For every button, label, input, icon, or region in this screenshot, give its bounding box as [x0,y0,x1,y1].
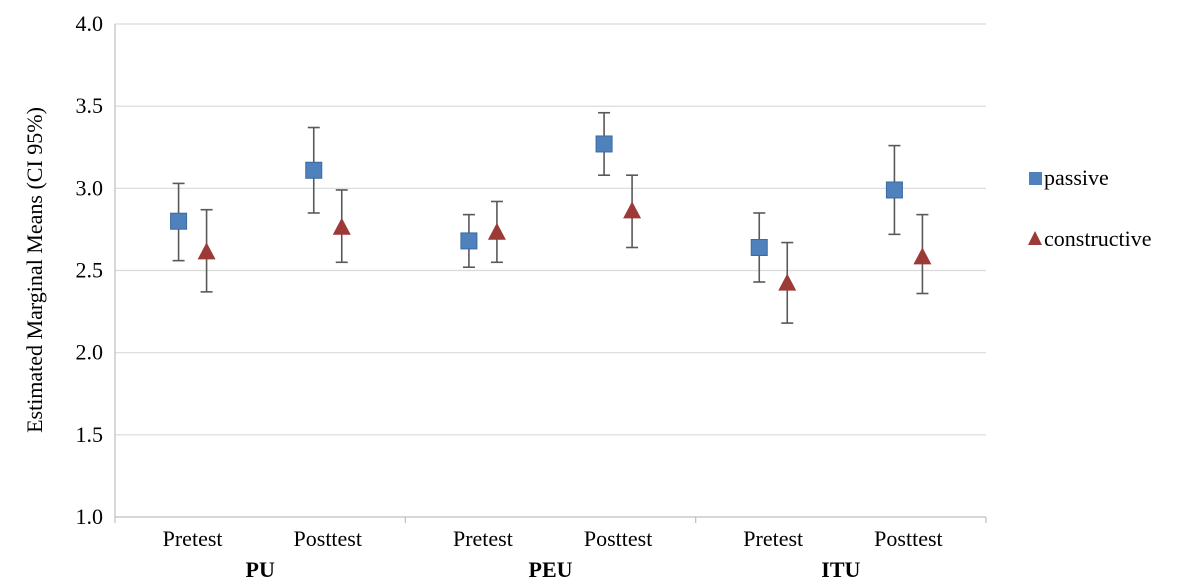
legend-item-passive: passive [1029,165,1109,190]
data-point-passive [460,232,478,250]
y-tick-label: 1.0 [76,504,104,529]
y-tick-label: 2.5 [76,258,104,283]
legend-label: constructive [1044,226,1152,251]
group-label: ITU [821,557,860,582]
y-tick-label: 3.5 [76,93,104,118]
data-point-passive [305,161,323,179]
data-point-constructive [487,222,506,240]
legend-item-constructive: constructive [1028,226,1152,251]
data-point-constructive [197,242,216,260]
series-passive [170,111,903,283]
legend: passive constructive [1028,165,1152,251]
group-label: PEU [529,557,573,582]
data-point-constructive [623,201,642,219]
x-tick-label: Posttest [294,526,362,551]
data-marks [170,111,932,324]
axes [114,24,987,523]
x-tick-label: Posttest [874,526,942,551]
x-tick-label: Pretest [453,526,513,551]
data-point-constructive [332,217,351,235]
x-tick-label: Posttest [584,526,652,551]
x-tick-label: Pretest [163,526,223,551]
legend-label: passive [1044,165,1109,190]
data-point-passive [595,135,613,153]
data-point-constructive [913,247,932,265]
series-constructive [197,174,932,324]
legend-marker [1028,231,1042,245]
y-tick-label: 3.0 [76,175,104,200]
group-label: PU [246,557,275,582]
data-point-passive [170,212,188,230]
y-tick-labels: 1.0 1.5 2.0 2.5 3.0 3.5 4.0 [76,11,104,529]
data-point-constructive [778,273,797,291]
y-tick-label: 2.0 [76,340,104,365]
x-tick-label: Pretest [743,526,803,551]
x-tick-labels: Pretest Posttest PU Pretest Posttest PEU Prete… [163,526,943,582]
y-axis-title: Estimated Marginal Means (CI 95%) [22,107,47,433]
y-tick-label: 4.0 [76,11,104,36]
y-tick-label: 1.5 [76,422,104,447]
data-point-passive [885,181,903,199]
data-point-passive [750,238,768,256]
gridlines [115,23,986,436]
legend-marker [1029,172,1042,185]
